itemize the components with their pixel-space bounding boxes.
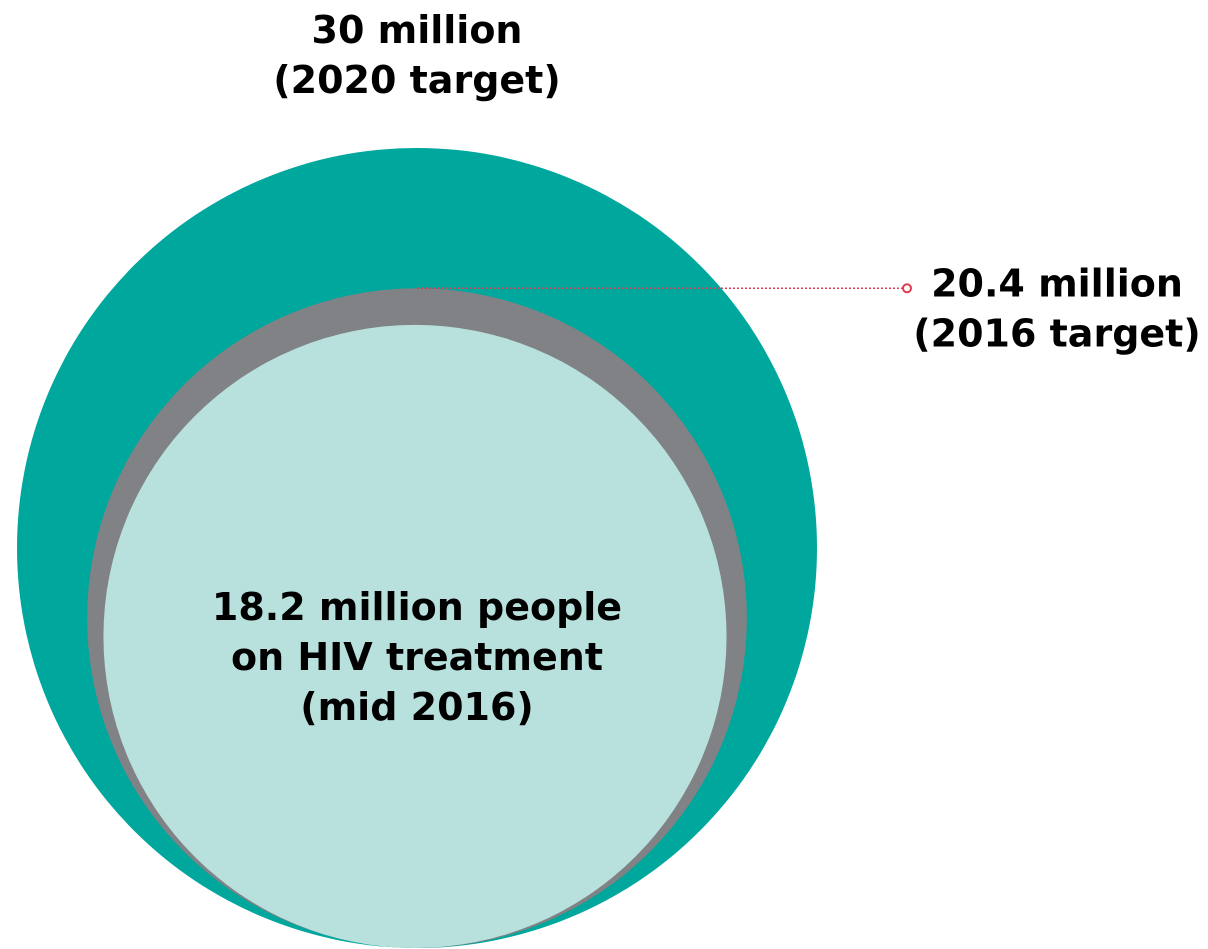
circles-group: [17, 148, 817, 948]
label-mid-2016-on-treatment-line-2: on HIV treatment: [231, 635, 603, 679]
label-2020-target-line-1: 30 million: [312, 8, 523, 52]
labels-group: 30 million (2020 target) 20.4 million (2016…: [212, 8, 1201, 729]
label-mid-2016-on-treatment-line-1: 18.2 million people: [212, 585, 622, 629]
circle-mid-2016-on-treatment: [103, 324, 727, 948]
label-mid-2016-on-treatment: 18.2 million people on HIV treatment (mid …: [212, 585, 622, 729]
label-2016-target: 20.4 million (2016 target): [913, 261, 1200, 355]
leader-line-group: [417, 283, 912, 294]
label-2020-target-line-2: (2020 target): [273, 58, 560, 102]
label-2016-target-line-2: (2016 target): [913, 311, 1200, 355]
label-mid-2016-on-treatment-line-3: (mid 2016): [300, 685, 534, 729]
leader-line-end-marker: [902, 283, 912, 294]
label-2020-target: 30 million (2020 target): [273, 8, 560, 102]
label-2016-target-line-1: 20.4 million: [931, 261, 1183, 305]
